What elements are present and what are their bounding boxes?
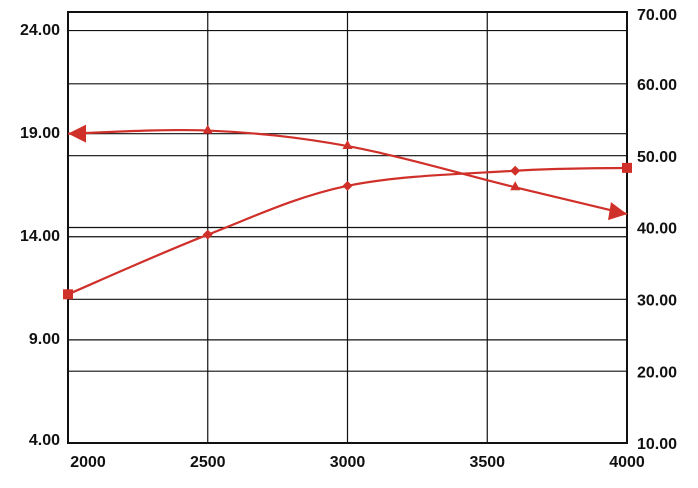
y-tick-label: 9.00 bbox=[29, 331, 60, 348]
y-tick-label: 24.00 bbox=[20, 22, 60, 39]
data-marker bbox=[622, 162, 632, 173]
y2-tick-label: 10.00 bbox=[637, 436, 677, 453]
y2-tick-label: 50.00 bbox=[637, 149, 677, 166]
y2-tick-label: 40.00 bbox=[637, 221, 677, 238]
data-marker bbox=[202, 229, 213, 240]
y2-tick-label: 60.00 bbox=[637, 77, 677, 94]
data-marker bbox=[202, 124, 213, 134]
y-tick-label: 19.00 bbox=[20, 125, 60, 142]
x-tick-label: 3000 bbox=[330, 454, 366, 471]
x-tick-label: 2000 bbox=[70, 454, 106, 471]
y-tick-label: 4.00 bbox=[29, 432, 60, 449]
y2-tick-label: 20.00 bbox=[637, 364, 677, 381]
data-marker bbox=[342, 180, 353, 191]
data-marker bbox=[342, 140, 353, 150]
data-marker bbox=[68, 124, 86, 143]
plot-frame bbox=[67, 11, 628, 444]
data-marker bbox=[510, 181, 521, 191]
y-tick-label: 14.00 bbox=[20, 228, 60, 245]
x-tick-label: 3500 bbox=[469, 454, 505, 471]
x-tick-label: 2500 bbox=[190, 454, 226, 471]
data-marker bbox=[608, 202, 627, 221]
y2-tick-label: 70.00 bbox=[637, 7, 677, 24]
data-marker bbox=[510, 165, 521, 176]
y2-tick-label: 30.00 bbox=[637, 293, 677, 310]
x-tick-label: 4000 bbox=[609, 454, 645, 471]
data-marker bbox=[63, 289, 73, 300]
